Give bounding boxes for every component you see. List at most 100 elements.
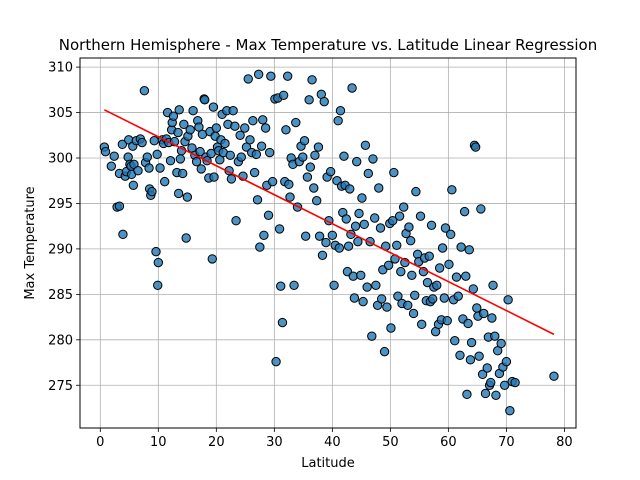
data-point: [399, 202, 409, 212]
data-point: [356, 270, 366, 280]
data-point: [510, 377, 520, 388]
data-point: [188, 106, 198, 116]
data-point: [243, 74, 253, 84]
data-point: [313, 142, 324, 152]
y-tick-label: 305: [48, 106, 73, 121]
data-point: [256, 141, 267, 151]
data-point: [488, 280, 498, 290]
y-tick-label: 300: [48, 152, 73, 167]
data-point: [439, 293, 450, 303]
data-point: [426, 220, 437, 230]
y-axis-label: Max Temperature: [23, 186, 38, 299]
data-point: [327, 230, 338, 240]
data-point: [267, 176, 278, 187]
data-point: [182, 192, 193, 202]
data-point: [299, 136, 310, 146]
data-point: [382, 302, 392, 312]
x-axis-label: Latitude: [301, 456, 355, 471]
data-point: [367, 331, 377, 341]
data-point: [349, 293, 360, 303]
regression-line: [104, 109, 555, 336]
data-point: [302, 172, 313, 182]
data-point: [264, 147, 275, 158]
data-point: [274, 224, 285, 234]
data-point: [258, 115, 268, 125]
data-point: [386, 323, 396, 333]
data-point: [195, 146, 205, 157]
x-axis-ticks: 0 10 20 30 40 50 60 70 80: [96, 428, 573, 450]
data-point: [354, 208, 364, 219]
data-point: [496, 338, 506, 349]
data-point: [179, 119, 189, 130]
data-point: [407, 270, 417, 280]
data-point: [451, 272, 462, 282]
data-point: [144, 163, 154, 173]
regression-line-group: [104, 109, 555, 336]
data-point: [251, 149, 262, 160]
data-point: [453, 291, 463, 301]
data-point: [476, 204, 486, 214]
data-point: [445, 229, 456, 240]
y-tick-label: 295: [48, 197, 73, 212]
data-point: [114, 201, 125, 211]
data-point: [499, 380, 510, 390]
data-point: [139, 86, 150, 96]
data-point: [165, 156, 176, 166]
data-point: [310, 150, 320, 160]
data-point: [334, 243, 345, 253]
data-point: [248, 116, 258, 126]
data-point: [173, 188, 184, 199]
data-point: [117, 139, 128, 150]
x-tick-label: 30: [266, 435, 283, 450]
data-point: [468, 284, 479, 294]
data-point: [207, 254, 217, 264]
data-point: [415, 211, 426, 221]
x-tick-label: 80: [556, 435, 573, 450]
data-point: [253, 69, 264, 80]
data-point: [298, 152, 308, 162]
x-tick-label: 70: [498, 435, 515, 450]
x-tick-label: 40: [324, 435, 341, 450]
data-point: [360, 140, 371, 150]
data-point: [363, 168, 374, 179]
data-point: [352, 156, 362, 167]
x-tick-label: 20: [208, 435, 225, 450]
data-point: [305, 162, 316, 172]
data-point: [307, 75, 317, 85]
data-point: [329, 280, 339, 290]
data-point: [482, 363, 492, 373]
data-point: [260, 123, 271, 133]
data-point: [309, 183, 319, 193]
data-point: [321, 237, 331, 248]
data-point: [424, 251, 434, 261]
chart-title: Northern Hemisphere - Max Temperature vs…: [59, 36, 597, 54]
y-tick-label: 275: [48, 379, 73, 394]
data-point: [376, 294, 387, 304]
data-point: [159, 176, 170, 187]
data-point: [403, 300, 413, 310]
data-point: [347, 83, 357, 93]
data-point: [333, 116, 343, 126]
data-point: [106, 161, 117, 171]
data-point: [408, 308, 419, 319]
data-point: [285, 192, 295, 202]
data-point: [200, 95, 210, 105]
data-point: [456, 242, 466, 252]
data-point: [341, 214, 351, 224]
data-point: [432, 280, 442, 290]
data-point: [444, 259, 454, 270]
data-point: [486, 377, 496, 388]
data-point: [311, 196, 322, 206]
y-tick-label: 290: [48, 242, 73, 257]
data-point: [375, 223, 386, 233]
data-point: [220, 138, 230, 149]
data-point: [255, 242, 265, 252]
data-point: [357, 193, 367, 203]
data-point: [228, 106, 238, 116]
data-point: [181, 233, 191, 243]
data-point: [109, 151, 119, 161]
data-point: [371, 280, 381, 290]
data-point: [240, 123, 250, 133]
data-point: [455, 350, 465, 360]
data-point: [152, 149, 162, 160]
